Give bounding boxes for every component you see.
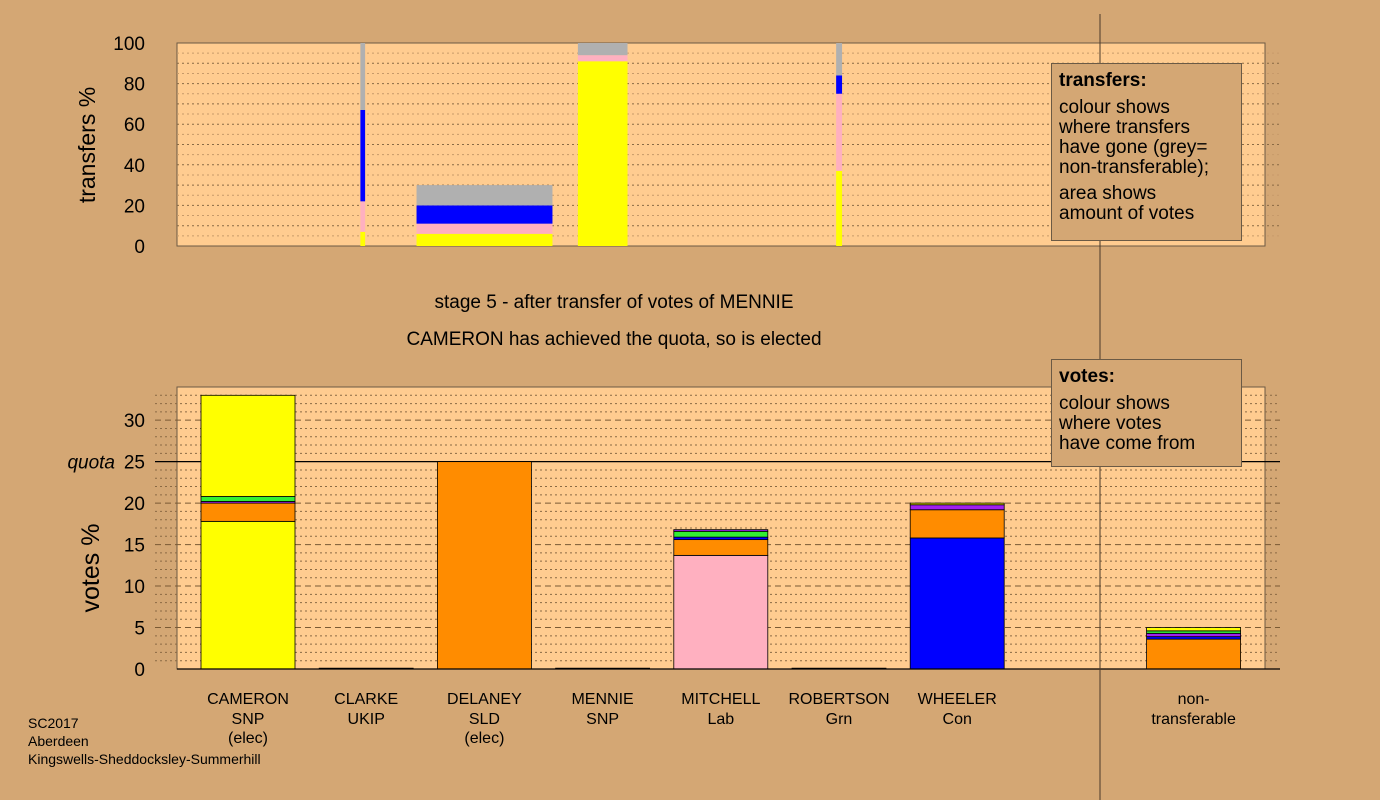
transfer-bar-segment [836, 75, 843, 94]
votes-legend-line: colour shows [1059, 393, 1170, 414]
transfers-legend-line: have gone (grey= [1059, 137, 1208, 158]
candidate-status-label: (elec) [464, 730, 504, 747]
transfers-y-axis-label: transfers % [74, 87, 100, 203]
transfers-legend-line: area shows [1059, 183, 1157, 204]
transfer-bar-segment [416, 205, 553, 224]
candidate-name-label: ROBERTSON [788, 691, 889, 708]
transfers-y-tick-label: 40 [124, 156, 145, 177]
result-caption: CAMERON has achieved the quota, so is el… [406, 329, 822, 350]
transfers-y-tick-label: 80 [124, 75, 145, 96]
footer: SC2017 Aberdeen Kingswells-Sheddocksley-… [28, 714, 261, 768]
transfer-bar-segment [360, 43, 366, 110]
votes-y-tick-label: 25 [124, 453, 145, 474]
candidate-party-label: transferable [1151, 711, 1236, 728]
vote-bar-segment [1146, 627, 1241, 632]
vote-bar-segment [436, 461, 532, 670]
vote-bar-segment [673, 530, 769, 538]
votes-y-axis-label: votes % [77, 524, 105, 613]
candidate-party-label: SNP [232, 711, 265, 728]
vote-bar-segment [200, 502, 296, 522]
transfers-legend-line: amount of votes [1059, 203, 1195, 224]
transfer-bar-segment [836, 170, 843, 246]
vote-bar-segment [909, 502, 1005, 506]
candidate-party-label: SLD [469, 711, 500, 728]
votes-y-tick-label: 15 [124, 536, 145, 557]
transfers-legend-line: non-transferable); [1059, 157, 1209, 178]
vote-bar-segment [673, 554, 769, 670]
footer-council: Aberdeen [28, 733, 89, 749]
candidate-name-label: MENNIE [571, 691, 633, 708]
votes-y-tick-label: 20 [124, 494, 145, 515]
transfer-bar-segment [360, 201, 366, 232]
transfers-legend-line: where transfers [1059, 117, 1190, 138]
votes-y-tick-label: 5 [134, 619, 145, 640]
vote-bar-segment [200, 496, 296, 502]
transfer-bar-segment [836, 43, 843, 76]
transfer-bar-segment [577, 55, 628, 62]
transfers-legend-line: colour shows [1059, 97, 1170, 118]
transfers-legend: transfers: colour shows where transfers … [1051, 63, 1242, 241]
candidate-name-label: WHEELER [918, 691, 997, 708]
votes-y-tick-label: 0 [134, 660, 145, 681]
candidate-name-label: CAMERON [207, 691, 289, 708]
candidate-party-label: UKIP [348, 711, 385, 728]
votes-y-tick-label: 10 [124, 577, 145, 598]
transfer-bar-segment [360, 109, 366, 202]
votes-y-tick-label: 30 [124, 411, 145, 432]
vote-bar-segment [909, 509, 1005, 539]
candidate-status-label: (elec) [228, 730, 268, 747]
vote-bar-segment [200, 520, 296, 670]
candidate-party-label: Grn [826, 711, 853, 728]
candidate-party-label: Lab [707, 711, 734, 728]
candidate-name-label: DELANEY [447, 691, 522, 708]
vote-bar-segment [673, 529, 769, 532]
votes-legend-title: votes: [1059, 366, 1115, 387]
vote-bar-segment [909, 537, 1005, 670]
vote-bar-segment [909, 504, 1005, 511]
candidate-name-label: MITCHELL [681, 691, 760, 708]
votes-legend-line: have come from [1059, 433, 1196, 454]
candidate-party-label: SNP [586, 711, 619, 728]
candidate-party-label: Con [943, 711, 972, 728]
votes-legend: votes: colour shows where votes have com… [1051, 359, 1242, 467]
votes-legend-line: where votes [1059, 413, 1162, 434]
vote-bar-segment [200, 394, 296, 497]
transfers-legend-title: transfers: [1059, 70, 1147, 91]
transfer-bar-segment [836, 93, 843, 171]
transfer-bar-segment [577, 61, 628, 246]
transfers-y-tick-label: 20 [124, 196, 145, 217]
transfers-y-tick-label: 100 [113, 34, 145, 55]
vote-bar-segment [1146, 632, 1241, 638]
stage-caption: stage 5 - after transfer of votes of MEN… [434, 292, 794, 313]
transfer-bar-segment [360, 231, 366, 246]
transfer-bar-segment [416, 233, 553, 246]
transfer-bar-segment [416, 223, 553, 234]
transfers-y-tick-label: 0 [134, 237, 145, 258]
transfers-y-tick-label: 60 [124, 115, 145, 136]
quota-label: quota [67, 453, 115, 474]
vote-bar-segment [673, 539, 769, 556]
vote-bar-segment [1146, 638, 1241, 670]
footer-ward: Kingswells-Sheddocksley-Summerhill [28, 751, 261, 767]
transfer-bar-segment [577, 43, 628, 56]
candidate-name-label: non- [1178, 691, 1210, 708]
candidate-name-label: CLARKE [334, 691, 398, 708]
transfer-bar-segment [416, 185, 553, 206]
footer-election: SC2017 [28, 715, 79, 731]
